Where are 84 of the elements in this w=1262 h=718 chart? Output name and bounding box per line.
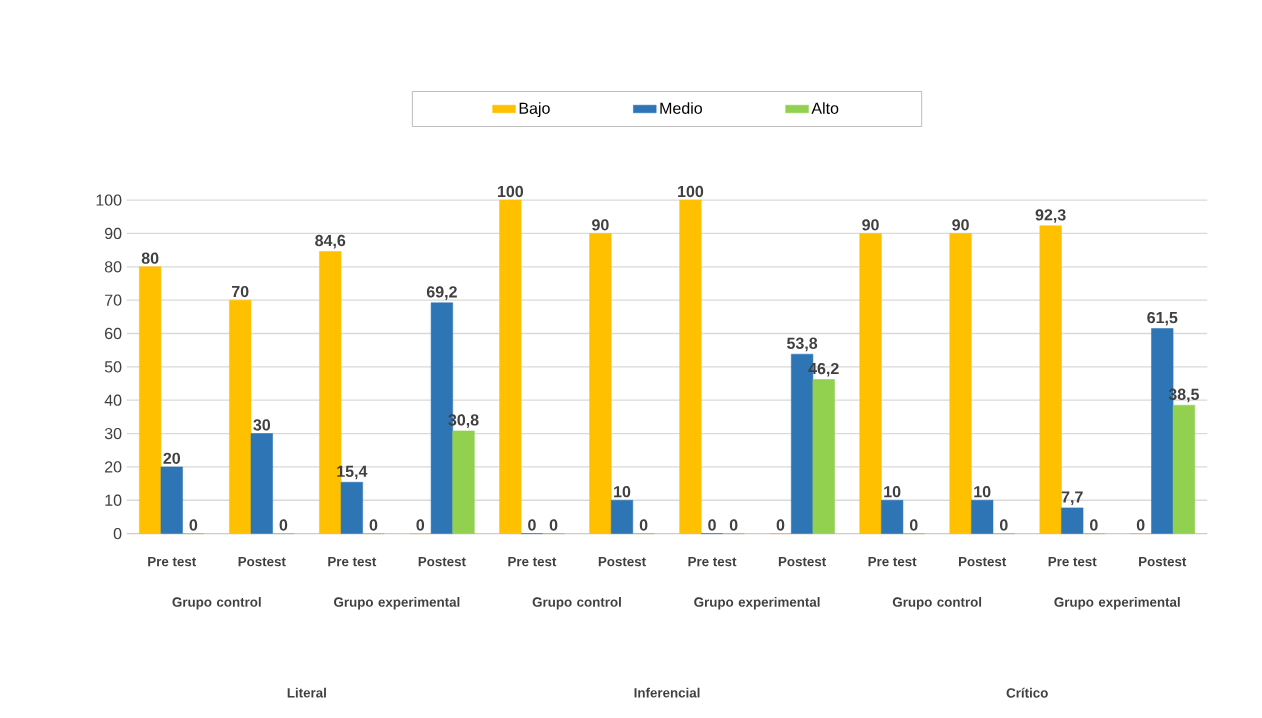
data-label: 100	[497, 185, 524, 198]
x-tick-label: Pre test	[508, 557, 557, 567]
x-tick-label: Postest	[958, 557, 1007, 567]
bar	[499, 199, 522, 535]
bar	[859, 233, 882, 535]
y-tick-label: 90	[104, 227, 122, 240]
bar	[949, 233, 972, 535]
y-tick-label: 50	[104, 361, 122, 373]
bar	[589, 233, 612, 535]
data-label: 0	[369, 519, 378, 531]
x-tick-label: Pre test	[1048, 557, 1097, 567]
bar	[679, 199, 702, 535]
bar	[881, 500, 904, 535]
y-tick-label: 10	[105, 494, 122, 507]
x-tick-label: Postest	[1139, 557, 1187, 567]
data-label: 0	[909, 519, 918, 531]
x-tick-label: Pre test	[148, 557, 197, 567]
data-label: 10	[884, 486, 901, 498]
data-label: 90	[862, 219, 879, 231]
bar	[1039, 225, 1062, 535]
data-label: 10	[614, 486, 631, 498]
text: Inferencial	[634, 687, 700, 698]
x-tick-label: Pre test	[688, 557, 737, 567]
data-label: 80	[141, 252, 159, 264]
data-label: 30	[253, 419, 271, 431]
data-label: 10	[974, 486, 991, 498]
x-tick-label: Postest	[778, 557, 827, 567]
data-label: 100	[678, 185, 704, 198]
bar	[340, 482, 363, 535]
data-label: 90	[952, 219, 969, 231]
data-label: 0	[549, 519, 558, 531]
y-tick-label: 100	[96, 194, 122, 206]
legend-label: Alto	[811, 102, 839, 115]
data-label: 0	[416, 519, 425, 531]
x-tick-label: Postest	[598, 557, 646, 567]
bar	[971, 500, 994, 535]
bar	[1172, 405, 1195, 535]
data-label: 53,8	[787, 337, 818, 352]
data-label: 0	[999, 519, 1008, 531]
y-tick-label: 60	[105, 327, 122, 340]
text: Literal	[287, 687, 326, 698]
data-label: 84,6	[315, 235, 346, 249]
x-tick-label: Postest	[418, 557, 466, 567]
text: Grupo experimental	[694, 597, 820, 610]
bar	[1061, 507, 1084, 535]
bar	[139, 266, 162, 535]
data-label: 0	[189, 519, 198, 531]
data-label: 20	[163, 452, 180, 465]
y-tick-label: 30	[104, 428, 122, 440]
data-label: 0	[1090, 519, 1098, 531]
y-tick-label: 0	[113, 528, 122, 540]
data-label: 0	[639, 519, 648, 531]
legend-label: Bajo	[519, 102, 550, 118]
data-label: 0	[1136, 519, 1145, 531]
data-label: 69,2	[426, 286, 457, 301]
text: Grupo control	[892, 597, 982, 610]
data-label: 0	[776, 519, 785, 531]
text: Grupo control	[172, 597, 261, 610]
data-label: 0	[528, 519, 536, 531]
text: Grupo experimental	[1054, 597, 1180, 610]
bar	[610, 500, 634, 535]
text: Grupo control	[532, 597, 621, 610]
data-label: 92,3	[1035, 209, 1066, 223]
bar	[160, 466, 183, 535]
y-tick-label: 70	[105, 294, 122, 306]
y-tick-label: 20	[105, 461, 122, 473]
data-label: 0	[708, 519, 716, 531]
y-tick-label: 80	[104, 261, 122, 273]
x-tick-label: Pre test	[328, 557, 377, 567]
data-label: 70	[231, 286, 249, 298]
legend-label: Medio	[660, 102, 703, 115]
data-label: 0	[729, 519, 738, 531]
bar	[452, 430, 475, 535]
data-label: 61,5	[1147, 312, 1178, 326]
data-label: 90	[592, 219, 609, 231]
x-tick-label: Pre test	[868, 557, 917, 567]
x-tick-label: Postest	[238, 557, 286, 567]
y-tick-label: 40	[104, 394, 122, 406]
bar	[250, 433, 273, 535]
text: Crítico	[1006, 687, 1048, 698]
data-label: 0	[279, 519, 288, 531]
text: Grupo experimental	[334, 597, 460, 610]
bar	[229, 300, 252, 535]
bar	[812, 379, 835, 535]
